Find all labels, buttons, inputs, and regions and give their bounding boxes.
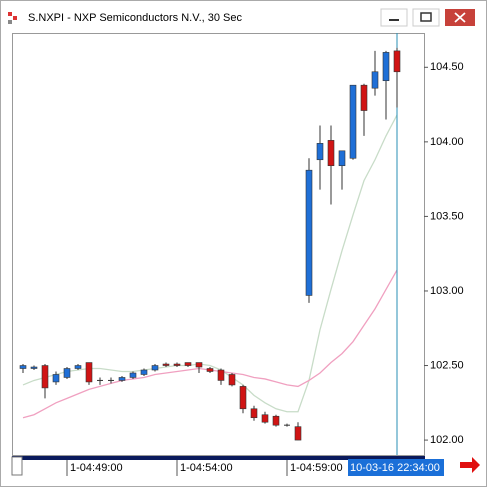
candle-body [85,362,93,383]
candle-body [184,362,192,366]
candle-body [250,408,258,419]
candle-body [272,415,280,426]
y-tick-label: 104.50 [430,61,464,73]
candle-body [228,374,236,386]
candle-body [327,140,335,167]
candle-body [239,386,247,410]
crosshair-label-bg [348,459,444,476]
candle-body [140,369,148,375]
scroll-right-arrow[interactable] [460,457,480,473]
close-button[interactable] [445,9,475,26]
candle-body [63,368,71,378]
candle-body [30,366,38,369]
candle-body [217,369,225,381]
scrollbar-thumb[interactable] [11,456,23,476]
candle-body [294,426,302,441]
app-icon [8,20,12,24]
candle-body [338,150,346,167]
y-tick-label: 104.00 [430,136,464,148]
candle-body [129,372,137,378]
y-tick-label: 102.00 [430,434,464,446]
x-tick-label: 1-04:59:00 [290,462,343,474]
minimize-button[interactable] [380,8,408,27]
candle-body [162,363,170,366]
app-icon [13,16,17,20]
candle-body [349,84,357,159]
candle-body [41,365,49,389]
window-title: S.NXPI - NXP Semiconductors N.V., 30 Sec [28,12,242,24]
app-icon [8,12,12,16]
y-tick-label: 103.00 [430,285,464,297]
candle-body [316,143,324,161]
x-tick-label: 1-04:49:00 [70,462,123,474]
y-tick-label: 103.50 [430,210,464,222]
scrollbar-track[interactable] [12,456,425,460]
maximize-button[interactable] [412,8,440,27]
candle-body [393,50,401,73]
candle-body [371,71,379,89]
moving-average [22,114,398,413]
candle-body [52,374,60,383]
candle-body [305,169,313,296]
candle-body [151,365,159,371]
crosshair-label: 10-03-16 22:34:00 [350,462,440,474]
candle-body [118,377,126,381]
candle-body [19,365,27,369]
candle-body [360,84,368,111]
y-tick-label: 102.50 [430,359,464,371]
candle-body [195,362,203,368]
candle-body [206,368,214,372]
candle-body [382,52,390,82]
candle-body [261,414,269,423]
candle-body [74,365,82,369]
x-tick-label: 1-04:54:00 [180,462,233,474]
candle-body [173,363,181,366]
